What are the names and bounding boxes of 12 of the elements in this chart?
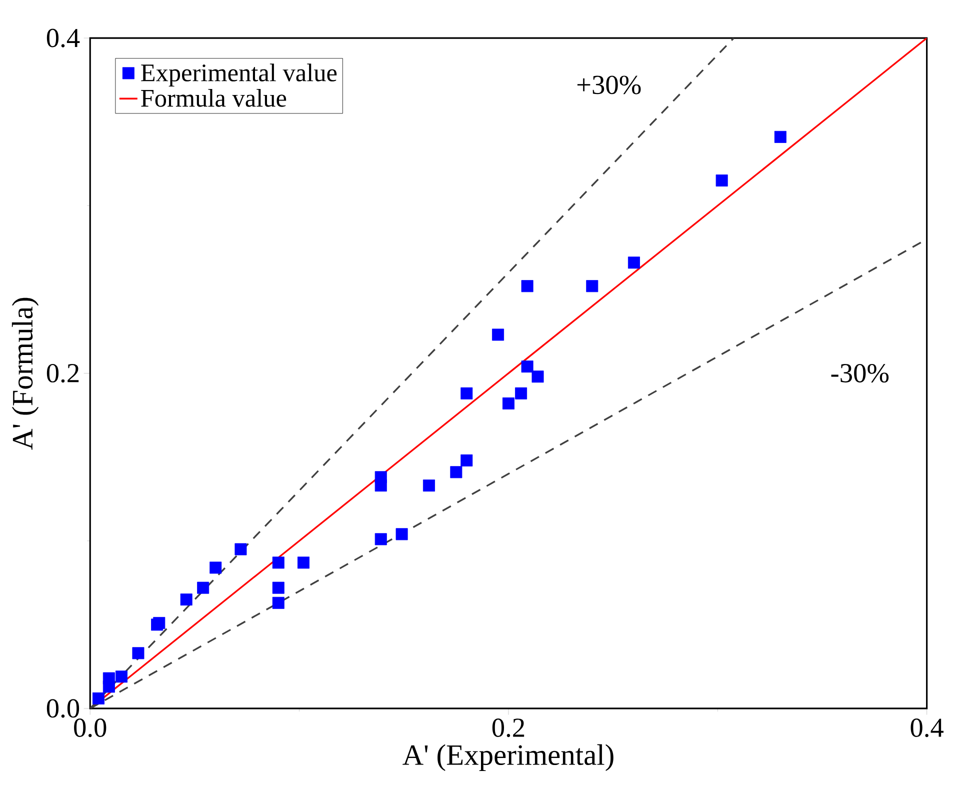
x-tick-label: 0.2	[492, 718, 524, 738]
legend-label: Experimental value	[141, 64, 337, 87]
x-tick-label: 0.0	[74, 718, 106, 738]
x-axis-title: A' (Experimental)	[402, 744, 614, 772]
y-tick-label: 0.4	[46, 28, 80, 48]
legend-label: Formula value	[141, 89, 286, 107]
y-axis-title: A' (Formula)	[12, 298, 39, 450]
annotation: +30%	[577, 76, 641, 94]
annotation: -30%	[831, 364, 889, 383]
y-tick-label: 0.0	[46, 699, 80, 718]
x-tick-label: 0.4	[910, 718, 944, 738]
y-tick-label: 0.2	[46, 364, 79, 383]
